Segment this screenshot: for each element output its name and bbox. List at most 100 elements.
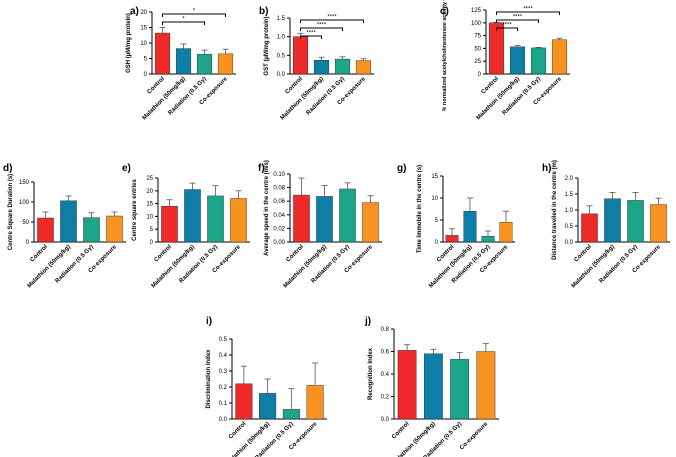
bar [106, 215, 123, 243]
panel-label: b) [259, 6, 268, 17]
bar [481, 236, 495, 243]
significance-bracket [496, 27, 518, 31]
y-tick-label: 100 [19, 200, 30, 206]
bar [339, 188, 356, 243]
bar [282, 409, 300, 420]
panel-i: i) 0.0 0.1 0.2 0.3 0.4 0.5 Discrimination index… [206, 316, 327, 457]
y-axis-title: Recognition Index [368, 347, 374, 400]
panel-h: h) 0.0 0.5 1.0 1.5 2.0 Distance travelled in t… [542, 160, 670, 289]
category-label: Radiation (0.5 Gy) [306, 76, 346, 116]
category-label: Control [481, 76, 501, 96]
bar [259, 393, 277, 420]
y-tick-label: 0.0 [219, 417, 228, 423]
bar [154, 32, 171, 75]
bar [450, 359, 470, 420]
bar [292, 36, 309, 75]
panel-label: i) [206, 316, 212, 327]
y-tick-label: 0.5 [277, 53, 286, 59]
y-tick-label: 0.6 [381, 350, 390, 356]
y-tick-label: 0.02 [273, 226, 285, 232]
bar [362, 202, 379, 243]
category-label: Control [286, 244, 306, 264]
bar [463, 210, 477, 243]
y-axis-title: Distance travelled in the centre (m) [552, 160, 558, 260]
y-tick-label: 125 [471, 8, 482, 14]
category-label: Malathion (50mg/kg) [151, 244, 196, 289]
category-label: Malathion (50mg/kg) [571, 244, 616, 289]
category-label: Control [154, 244, 174, 264]
category-label: Control [391, 421, 411, 441]
y-tick-label: 0.1 [219, 401, 228, 407]
y-tick-label: 1.5 [277, 16, 286, 22]
y-tick-label: 0 [144, 72, 148, 78]
y-tick-label: 0.10 [273, 172, 285, 178]
panel-d: d) 0 50 100 150 Centre Square Duration (s) Con… [3, 163, 126, 289]
category-label: Malathion (50mg/kg) [283, 244, 328, 289]
y-tick-label: 0.00 [273, 240, 285, 246]
bar [499, 221, 513, 243]
bar [230, 198, 247, 243]
significance-bracket [162, 21, 205, 25]
significance-label: **** [306, 31, 316, 37]
significance-bracket [300, 27, 343, 31]
y-tick-label: 1.5 [565, 192, 574, 198]
y-tick-label: 20 [140, 10, 147, 16]
y-tick-label: 0 [435, 240, 439, 246]
bar [60, 200, 77, 243]
y-tick-label: 0.04 [273, 213, 285, 219]
bar [293, 194, 310, 243]
bar [306, 385, 324, 420]
panel-e: e) 0 5 10 15 20 25 Centre square entries Control… [122, 163, 250, 289]
significance-bracket [300, 35, 322, 39]
y-tick-label: 15 [431, 174, 438, 180]
y-tick-label: 0.2 [381, 395, 390, 401]
y-tick-label: 100 [471, 21, 482, 27]
y-tick-label: 0.0 [277, 72, 286, 78]
bar [161, 205, 178, 243]
bar [207, 195, 224, 243]
y-tick-label: 0.4 [219, 353, 228, 359]
y-axis-title: Centre Square Duration (s) [8, 174, 14, 250]
y-axis-title: Discrimination index [206, 349, 212, 409]
significance-label: * [193, 9, 196, 15]
y-tick-label: 0.8 [381, 327, 390, 333]
y-tick-label: 150 [19, 180, 30, 186]
significance-label: **** [317, 23, 327, 29]
bar [355, 60, 372, 75]
bar [509, 46, 526, 75]
category-label: Radiation (0.5 Gy) [168, 76, 208, 116]
panel-label: g) [397, 163, 406, 174]
y-tick-label: 1.0 [277, 35, 286, 41]
bar [83, 217, 100, 243]
category-label: Control [574, 244, 594, 264]
bar [37, 217, 54, 243]
bar [445, 235, 459, 243]
significance-label: * [182, 17, 185, 23]
bar [423, 353, 443, 420]
y-axis-title: GST (µM/mg protein) [264, 16, 270, 75]
bar [334, 58, 351, 75]
y-tick-label: 20 [146, 189, 153, 195]
panel-label: j) [364, 316, 371, 327]
bar [235, 383, 253, 420]
y-tick-label: 0.08 [273, 186, 285, 192]
y-tick-label: 0.0 [381, 417, 390, 423]
panel-label: h) [542, 163, 551, 174]
y-tick-label: 0.3 [219, 369, 228, 375]
significance-label: **** [502, 23, 512, 29]
bar [184, 189, 201, 243]
panel-label: d) [3, 163, 12, 174]
y-axis-title: Centre square entries [132, 178, 138, 240]
y-tick-label: 5 [435, 218, 439, 224]
y-tick-label: 0 [26, 240, 30, 246]
bar [175, 48, 192, 75]
bar [316, 196, 333, 243]
category-label: Malathion (50mg/kg) [27, 244, 72, 289]
category-label: Control [147, 76, 167, 96]
bar [476, 351, 496, 420]
bar [551, 39, 568, 75]
significance-label: **** [523, 7, 533, 13]
